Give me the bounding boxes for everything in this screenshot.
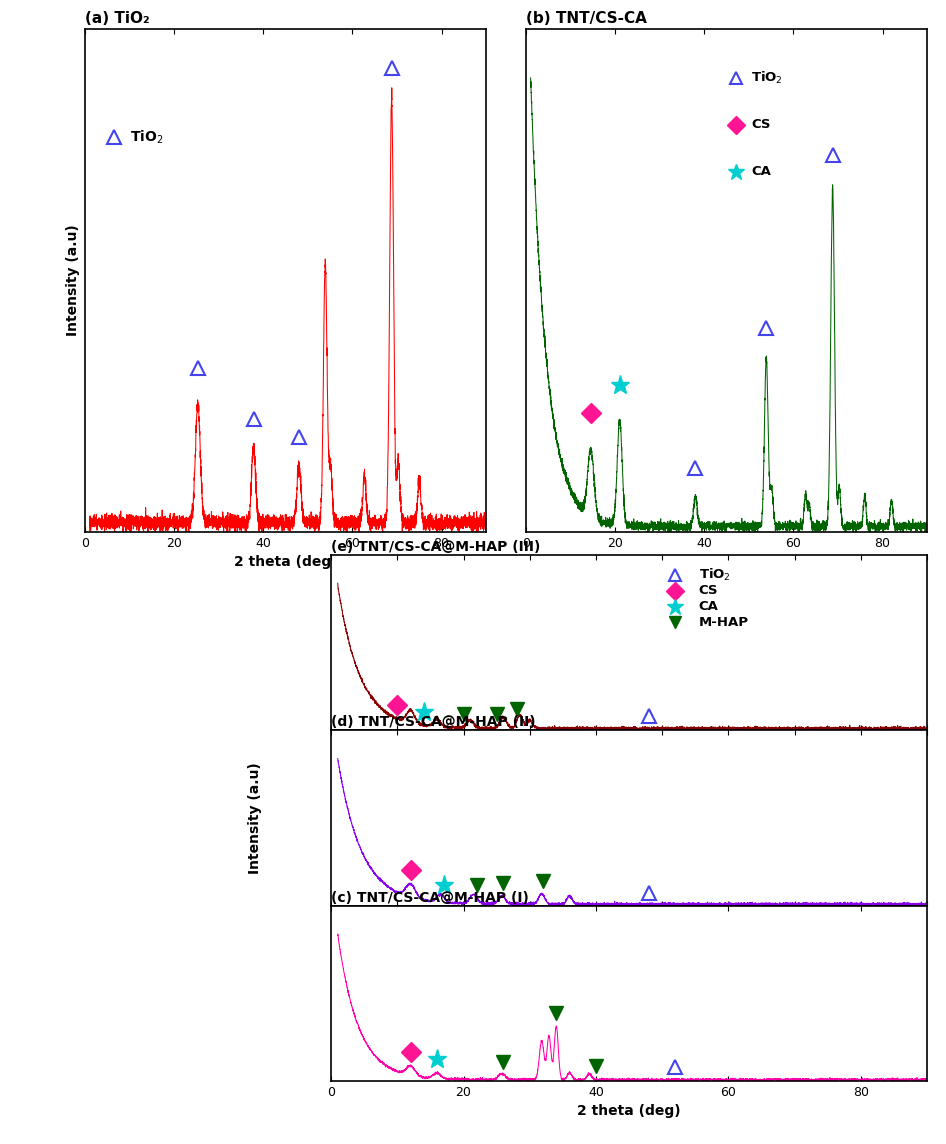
Text: CA: CA xyxy=(751,165,771,178)
Text: TiO$_2$: TiO$_2$ xyxy=(751,70,783,86)
Text: CS: CS xyxy=(751,118,771,132)
Text: TiO$_2$: TiO$_2$ xyxy=(130,128,163,146)
Text: (e) TNT/CS-CA@M-HAP (III): (e) TNT/CS-CA@M-HAP (III) xyxy=(331,540,540,554)
Text: CA: CA xyxy=(698,601,719,613)
Text: CS: CS xyxy=(698,585,718,597)
Text: (a) TiO₂: (a) TiO₂ xyxy=(85,11,149,26)
X-axis label: 2 theta (deg): 2 theta (deg) xyxy=(674,555,779,570)
X-axis label: 2 theta (deg): 2 theta (deg) xyxy=(577,1104,681,1119)
Text: (d) TNT/CS-CA@M-HAP (II): (d) TNT/CS-CA@M-HAP (II) xyxy=(331,715,535,729)
X-axis label: 2 theta (deg): 2 theta (deg) xyxy=(234,555,338,570)
Text: (c) TNT/CS-CA@M-HAP (I): (c) TNT/CS-CA@M-HAP (I) xyxy=(331,890,529,905)
Y-axis label: Intensity (a.u): Intensity (a.u) xyxy=(65,224,79,336)
Text: M-HAP: M-HAP xyxy=(698,615,748,629)
Text: TiO$_2$: TiO$_2$ xyxy=(698,566,730,583)
Text: (b) TNT/CS-CA: (b) TNT/CS-CA xyxy=(526,11,647,26)
Y-axis label: Intensity (a.u): Intensity (a.u) xyxy=(248,762,262,874)
